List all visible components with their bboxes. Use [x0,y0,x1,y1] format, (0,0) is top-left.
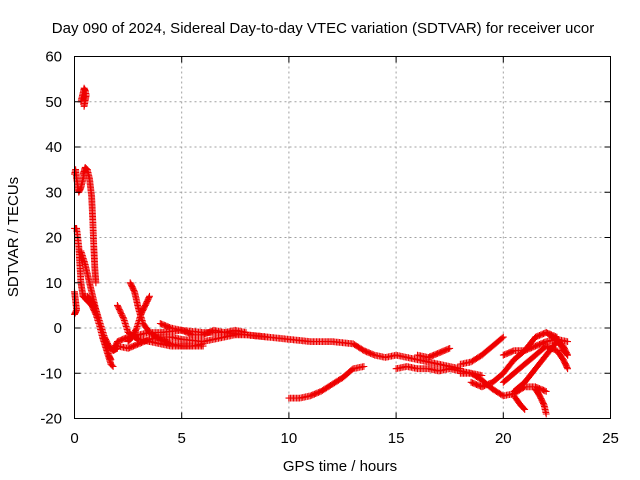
series-trace-24 [532,385,550,418]
scatter-marks [124,292,153,345]
y-tick-labels: -20 -10 0 10 20 30 40 50 60 [40,49,62,428]
series-trace-14 [285,363,368,402]
series-trace-6 [77,84,90,110]
x-tick-label: 0 [70,430,78,447]
x-tick-label: 5 [178,430,186,447]
series-trace-5 [79,164,100,287]
scatter-marks [79,164,100,287]
scatter-marks [457,333,507,368]
x-tick-label: 25 [602,430,619,447]
y-tick-label: 30 [45,184,62,201]
series-trace-13 [156,320,250,339]
chart-title: Day 090 of 2024, Sidereal Day-to-day VTE… [52,20,594,37]
series-trace-16 [414,345,454,361]
scatter-marks [542,329,571,359]
y-tick-label: 50 [45,94,62,111]
scatter-marks [156,320,250,339]
y-tick-label: -20 [40,411,62,428]
series-trace-8 [109,326,464,373]
x-tick-label: 20 [495,430,512,447]
y-tick-label: 60 [45,49,62,66]
scatter-marks [510,392,529,413]
y-tick-label: 20 [45,230,62,247]
series-trace-23 [510,392,529,413]
y-tick-label: 10 [45,275,62,292]
axis-ticks [74,56,611,419]
x-tick-label: 15 [388,430,405,447]
x-tick-labels: 0 5 10 15 20 25 [70,430,619,447]
scatter-marks [532,385,550,418]
data-marks [71,84,571,418]
series-trace-17 [457,333,507,368]
y-tick-label: 40 [45,139,62,156]
series-trace-25 [542,329,571,359]
scatter-marks [109,326,464,373]
y-tick-label: 0 [54,320,62,337]
series-trace-7 [71,288,80,318]
x-axis-label: GPS time / hours [283,458,397,475]
scatter-marks [285,363,368,402]
y-tick-label: -10 [40,365,62,382]
y-axis-label: SDTVAR / TECUs [5,177,22,297]
series-trace-12 [124,292,153,345]
scatter-marks [77,84,90,110]
grid [74,56,611,419]
scatter-marks [414,345,454,361]
scatter-marks [71,288,80,318]
x-tick-label: 10 [281,430,298,447]
